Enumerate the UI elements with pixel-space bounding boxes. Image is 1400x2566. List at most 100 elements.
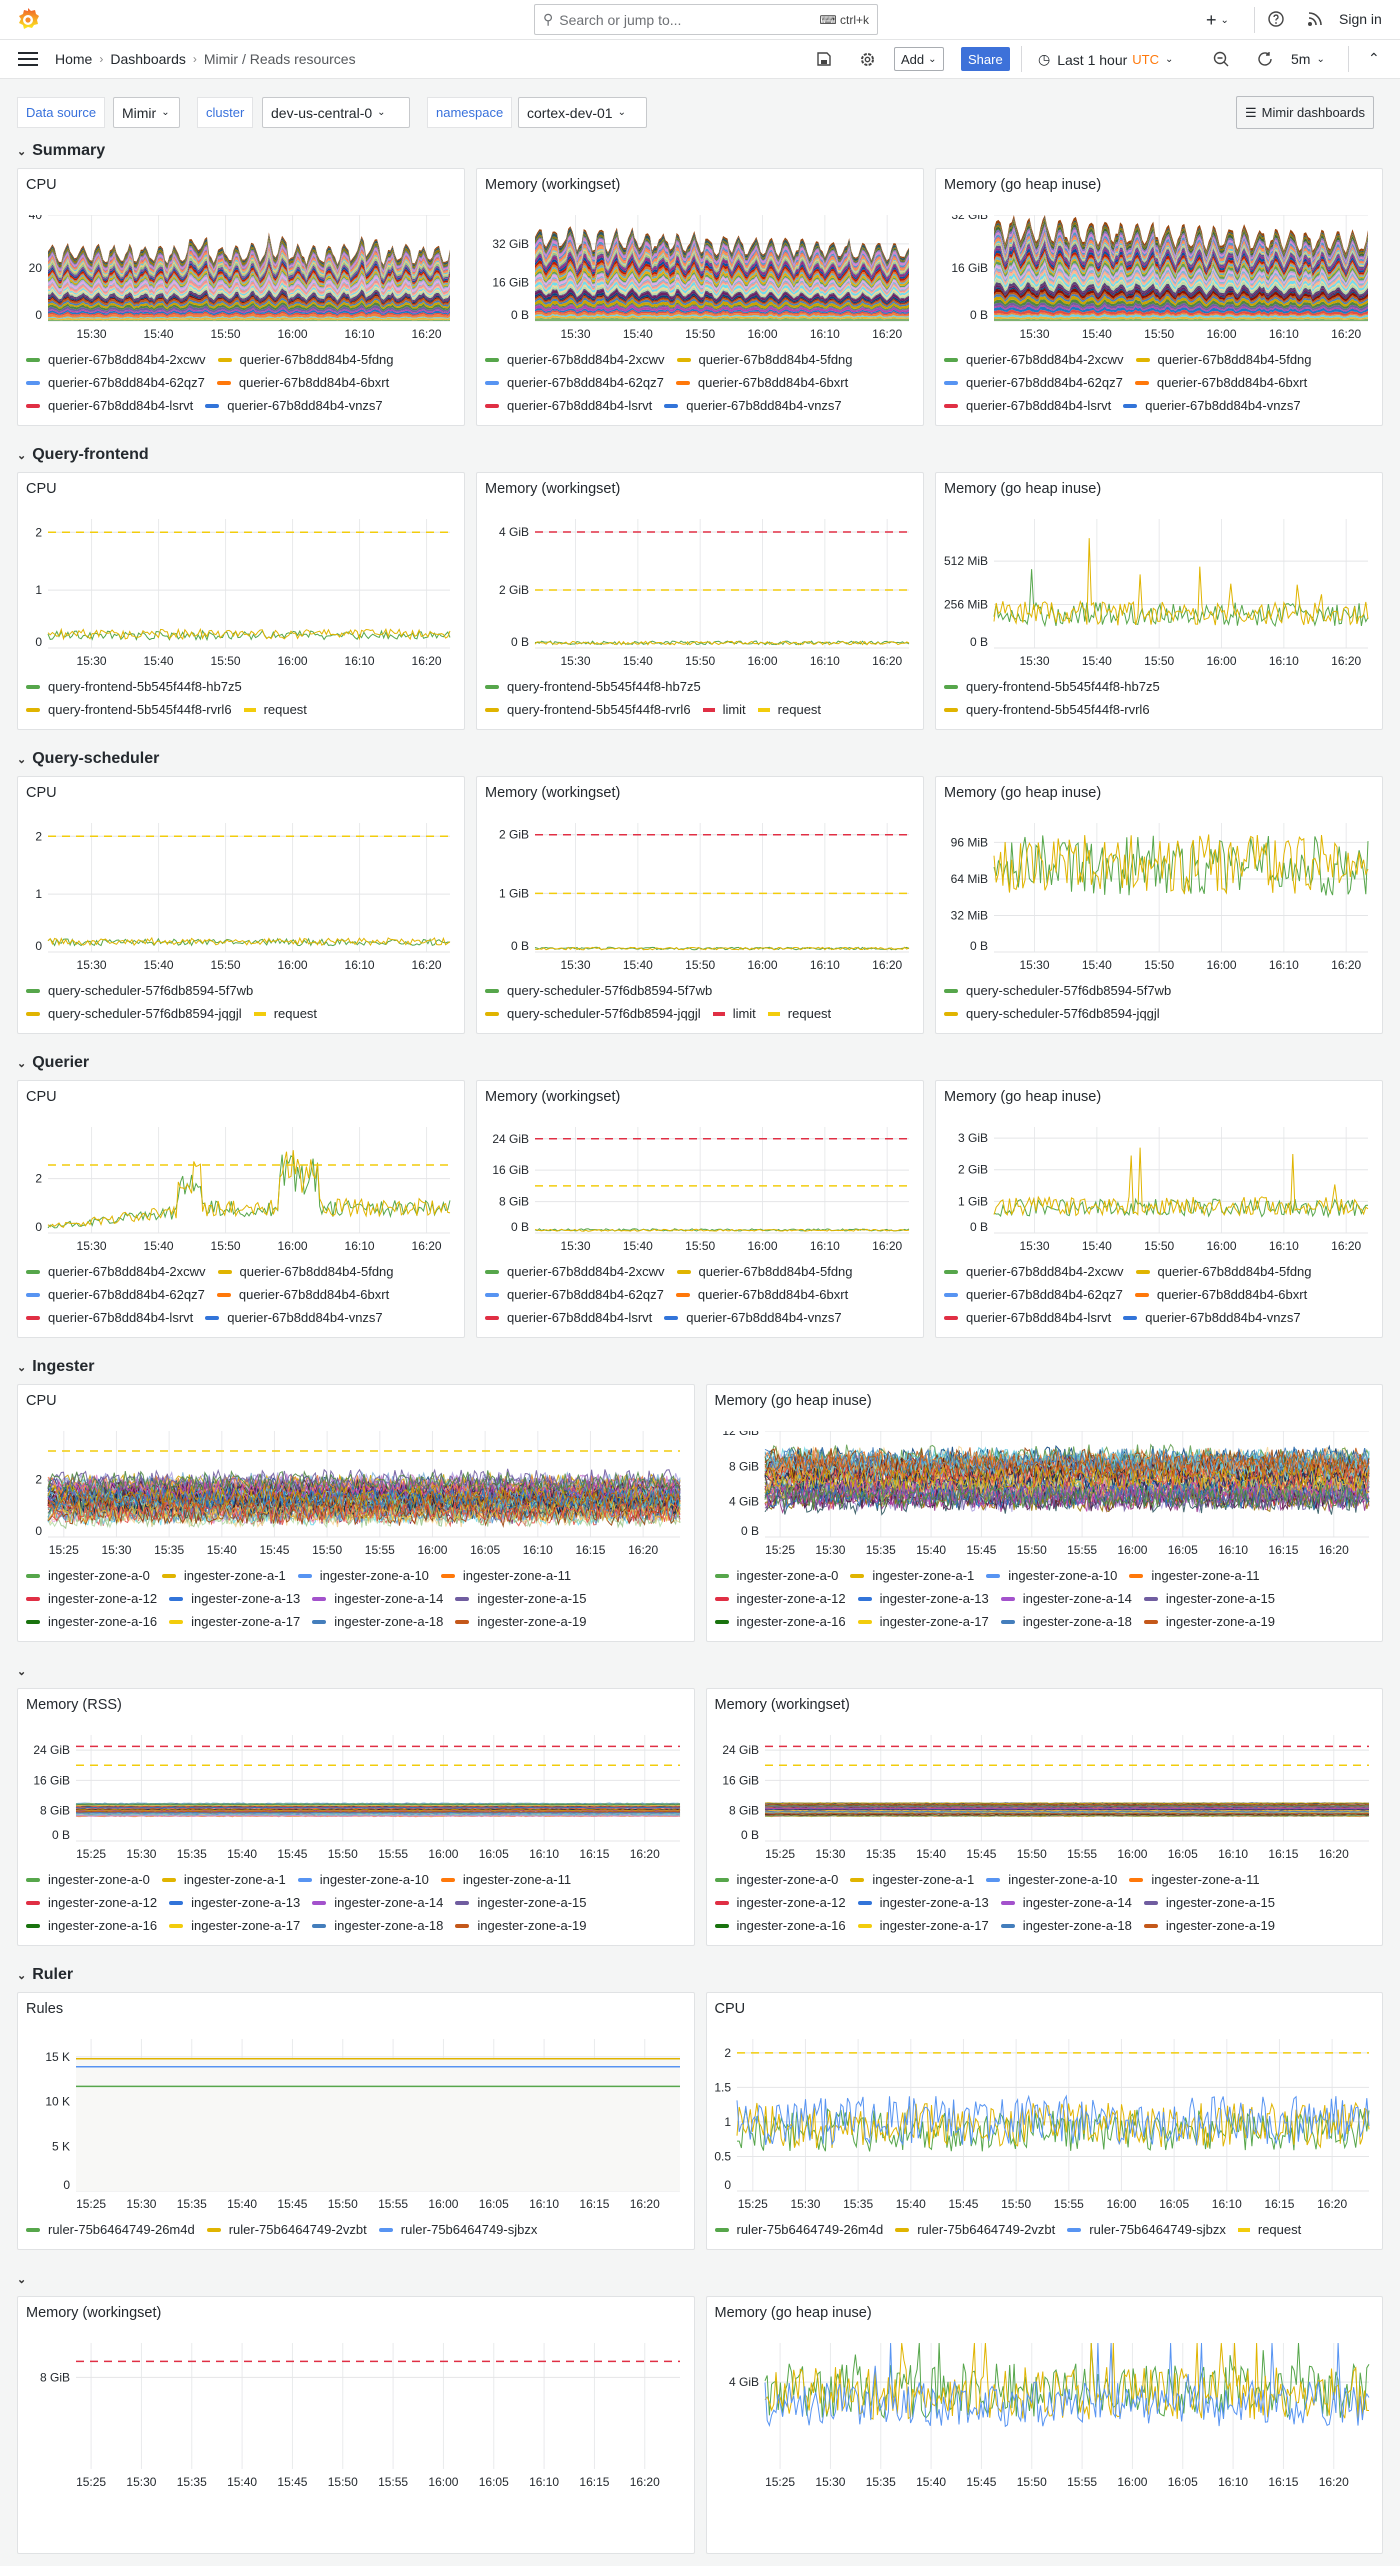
legend-item[interactable]: ruler-75b6464749-26m4d — [26, 2218, 195, 2241]
legend-item[interactable]: query-frontend-5b545f44f8-rvrl6 — [26, 698, 232, 721]
legend-item[interactable]: ingester-zone-a-1 — [850, 1868, 974, 1891]
panel[interactable]: Memory (go heap inuse) 15:30 15:40 15:50 16:… — [935, 472, 1383, 730]
time-series-chart[interactable]: 15:25 15:30 15:35 15:40 15:45 15:50 15:55 16:00… — [22, 2039, 684, 2215]
chevron-down-icon[interactable]: ⌄ — [17, 1057, 27, 1070]
legend-item[interactable]: ingester-zone-a-11 — [1129, 1564, 1260, 1587]
legend-item[interactable]: querier-67b8dd84b4-lsrvt — [26, 1306, 193, 1329]
panel[interactable]: CPU 15:25 15:30 15:35 15:40 15:45 15:50 15:55 16… — [705, 1992, 1383, 2250]
legend-item[interactable]: query-scheduler-57f6db8594-jqgjl — [26, 1002, 242, 1025]
time-series-chart[interactable]: 15:25 15:30 15:35 15:40 15:45 15:50 15:55 16:00… — [711, 2343, 1373, 2493]
section-header[interactable]: ⌄ Querier — [17, 1046, 1383, 1080]
panel[interactable]: Memory (workingset) 15:30 15:40 15:50 16:00 1… — [476, 168, 924, 426]
legend-item[interactable]: ingester-zone-a-1 — [161, 1564, 286, 1587]
legend-item[interactable]: ingester-zone-a-12 — [714, 1891, 846, 1914]
legend-item[interactable]: ruler-75b6464749-2vzbt — [895, 2218, 1055, 2241]
legend-item[interactable]: ingester-zone-a-11 — [1129, 1868, 1260, 1891]
legend-item[interactable]: ingester-zone-a-13 — [169, 1891, 300, 1914]
panel[interactable]: CPU 15:25 15:30 15:35 15:40 15:45 15:50 15:55 16… — [17, 1384, 695, 1642]
legend-item[interactable]: ruler-75b6464749-sjbzx — [378, 2218, 537, 2241]
legend-item[interactable]: querier-67b8dd84b4-lsrvt — [485, 394, 652, 417]
legend-item[interactable]: querier-67b8dd84b4-2xcwv — [485, 1260, 665, 1283]
legend-item[interactable]: ingester-zone-a-17 — [169, 1610, 300, 1633]
legend-item[interactable]: ingester-zone-a-10 — [297, 1868, 429, 1891]
legend-item[interactable]: ingester-zone-a-16 — [26, 1914, 157, 1937]
legend-item[interactable]: querier-67b8dd84b4-2xcwv — [944, 1260, 1124, 1283]
collapse-toolbar-chevron-up-icon[interactable]: ⌃ — [1368, 50, 1380, 66]
legend-item[interactable]: ingester-zone-a-17 — [169, 1914, 300, 1937]
legend-item[interactable]: ingester-zone-a-13 — [169, 1587, 300, 1610]
legend-item[interactable]: query-scheduler-57f6db8594-5f7wb — [26, 979, 253, 1002]
panel[interactable]: Memory (go heap inuse) 15:25 15:30 15:35 15:… — [705, 2296, 1383, 2554]
legend-item[interactable]: ingester-zone-a-0 — [26, 1868, 150, 1891]
legend-item[interactable]: ingester-zone-a-0 — [26, 1564, 150, 1587]
legend-item[interactable]: querier-67b8dd84b4-5fdng — [1135, 1260, 1312, 1283]
section-header[interactable]: ⌄ — [17, 2262, 1383, 2296]
chevron-down-icon[interactable]: ⌄ — [17, 1969, 27, 1982]
legend-item[interactable]: querier-67b8dd84b4-vnzs7 — [1123, 1306, 1301, 1329]
legend-item[interactable]: querier-67b8dd84b4-6bxrt — [675, 1283, 848, 1306]
chevron-down-icon[interactable]: ⌄ — [17, 753, 27, 766]
legend-item[interactable]: ingester-zone-a-19 — [455, 1914, 587, 1937]
legend-item[interactable]: querier-67b8dd84b4-2xcwv — [26, 1260, 206, 1283]
panel[interactable]: Memory (workingset) 15:25 15:30 15:35 15:40 1… — [17, 2296, 695, 2554]
legend-item[interactable]: ingester-zone-a-11 — [440, 1868, 571, 1891]
panel[interactable]: Rules 15:25 15:30 15:35 15:40 15:45 15:50 15:55… — [17, 1992, 695, 2250]
legend-item[interactable]: ruler-75b6464749-2vzbt — [206, 2218, 367, 2241]
legend-item[interactable]: querier-67b8dd84b4-lsrvt — [944, 394, 1111, 417]
refresh-interval-picker[interactable]: 5m ⌄ — [1291, 51, 1325, 67]
menu-hamburger-icon[interactable] — [18, 51, 38, 67]
legend-item[interactable]: ingester-zone-a-18 — [312, 1914, 443, 1937]
legend-item[interactable]: ingester-zone-a-14 — [1000, 1891, 1132, 1914]
time-series-chart[interactable]: 15:30 15:40 15:50 16:00 16:10 16:20 0 20 40 — [22, 215, 454, 345]
legend-item[interactable]: ingester-zone-a-15 — [1143, 1587, 1275, 1610]
legend-item[interactable]: ruler-75b6464749-sjbzx — [1067, 2218, 1226, 2241]
refresh-icon[interactable] — [1257, 51, 1274, 68]
time-series-chart[interactable]: 15:25 15:30 15:35 15:40 15:45 15:50 15:55 16:00… — [22, 1431, 684, 1561]
legend-item[interactable]: ingester-zone-a-1 — [161, 1868, 286, 1891]
legend-item[interactable]: ingester-zone-a-13 — [857, 1891, 989, 1914]
time-series-chart[interactable]: 15:30 15:40 15:50 16:00 16:10 16:20 0 B 8 GiB 16… — [481, 1127, 913, 1257]
legend-item[interactable]: ingester-zone-a-10 — [986, 1868, 1117, 1891]
settings-gear-icon[interactable] — [859, 51, 876, 68]
legend-item[interactable]: querier-67b8dd84b4-6bxrt — [1134, 371, 1307, 394]
legend-item[interactable]: querier-67b8dd84b4-62qz7 — [944, 371, 1123, 394]
legend-item[interactable]: ingester-zone-a-18 — [312, 1610, 443, 1633]
legend-item[interactable]: querier-67b8dd84b4-62qz7 — [26, 1283, 205, 1306]
legend-item[interactable]: ingester-zone-a-0 — [714, 1564, 838, 1587]
time-series-chart[interactable]: 15:30 15:40 15:50 16:00 16:10 16:20 0 B 16 GiB 3… — [481, 215, 913, 345]
legend-item[interactable]: querier-67b8dd84b4-vnzs7 — [664, 394, 842, 417]
legend-item[interactable]: querier-67b8dd84b4-vnzs7 — [205, 1306, 383, 1329]
legend-item[interactable]: request — [757, 698, 821, 721]
legend-item[interactable]: ruler-75b6464749-26m4d — [714, 2218, 883, 2241]
legend-item[interactable]: ingester-zone-a-11 — [440, 1564, 571, 1587]
sign-in-link[interactable]: Sign in — [1339, 11, 1382, 27]
legend-item[interactable]: querier-67b8dd84b4-6bxrt — [1134, 1283, 1307, 1306]
legend-item[interactable]: querier-67b8dd84b4-vnzs7 — [205, 394, 383, 417]
panel[interactable]: Memory (workingset) 15:25 15:30 15:35 15:40 1… — [705, 1688, 1383, 1946]
legend-item[interactable]: ingester-zone-a-15 — [455, 1891, 587, 1914]
legend-item[interactable]: ingester-zone-a-18 — [1000, 1914, 1132, 1937]
add-button[interactable]: Add ⌄ — [894, 47, 944, 71]
legend-item[interactable]: querier-67b8dd84b4-62qz7 — [485, 371, 664, 394]
chevron-down-icon[interactable]: ⌄ — [17, 449, 27, 462]
time-series-chart[interactable]: 15:25 15:30 15:35 15:40 15:45 15:50 15:55 16:00… — [711, 2039, 1373, 2215]
legend-item[interactable]: ingester-zone-a-15 — [1143, 1891, 1275, 1914]
legend-item[interactable]: querier-67b8dd84b4-2xcwv — [944, 348, 1124, 371]
panel[interactable]: Memory (go heap inuse) 15:30 15:40 15:50 16:… — [935, 168, 1383, 426]
legend-item[interactable]: ingester-zone-a-15 — [455, 1587, 587, 1610]
legend-item[interactable]: query-frontend-5b545f44f8-hb7z5 — [26, 675, 242, 698]
search-input[interactable]: ⚲ Search or jump to... ⌨ ctrl+k — [534, 4, 878, 35]
time-series-chart[interactable]: 15:30 15:40 15:50 16:00 16:10 16:20 0 1 2 — [22, 823, 454, 976]
legend-item[interactable]: ingester-zone-a-19 — [1143, 1610, 1275, 1633]
legend-item[interactable]: ingester-zone-a-1 — [850, 1564, 974, 1587]
legend-item[interactable]: request — [1237, 2218, 1301, 2241]
time-series-chart[interactable]: 15:30 15:40 15:50 16:00 16:10 16:20 0 1 2 — [22, 519, 454, 672]
legend-item[interactable]: request — [243, 698, 307, 721]
legend-item[interactable]: querier-67b8dd84b4-62qz7 — [26, 371, 205, 394]
datasource-select[interactable]: Mimir ⌄ — [113, 97, 180, 128]
legend-item[interactable]: ingester-zone-a-12 — [26, 1587, 157, 1610]
time-series-chart[interactable]: 15:30 15:40 15:50 16:00 16:10 16:20 0 B 16 GiB 3… — [940, 215, 1372, 345]
legend-item[interactable]: ingester-zone-a-10 — [986, 1564, 1117, 1587]
time-series-chart[interactable]: 15:30 15:40 15:50 16:00 16:10 16:20 0 2 — [22, 1127, 454, 1257]
section-header[interactable]: ⌄ Ingester — [17, 1350, 1383, 1384]
